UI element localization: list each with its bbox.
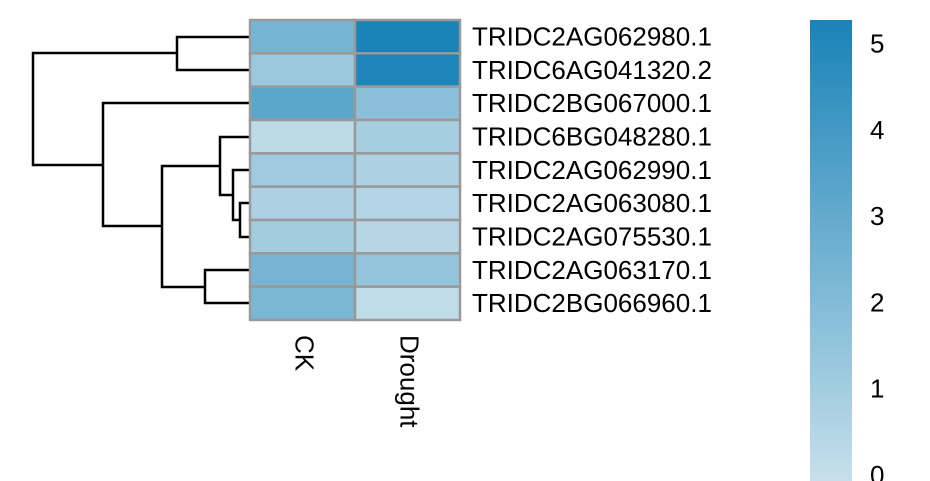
heatmap-cell xyxy=(248,118,357,155)
colorbar-tick-label: 5 xyxy=(870,29,884,59)
heatmap-cell xyxy=(353,185,462,222)
heatmap-cell xyxy=(353,152,462,188)
heatmap-cell xyxy=(248,185,357,222)
row-label: TRIDC2AG063170.1 xyxy=(472,255,712,285)
row-label: TRIDC2AG062990.1 xyxy=(472,155,712,185)
row-label: TRIDC2AG062980.1 xyxy=(472,22,712,52)
row-dendrogram xyxy=(31,35,250,305)
row-label: TRIDC2BG067000.1 xyxy=(472,88,712,118)
colorbar-tick-label: 2 xyxy=(870,287,884,317)
heatmap-cell xyxy=(248,52,357,88)
row-label: TRIDC2AG063080.1 xyxy=(472,188,712,218)
column-label: CK xyxy=(290,335,320,372)
heatmap-cell xyxy=(353,52,462,88)
heatmap-cell xyxy=(248,252,357,288)
column-label: Drought xyxy=(395,335,425,428)
heatmap-cell xyxy=(248,285,357,322)
heatmap-cell xyxy=(353,285,462,322)
row-label: TRIDC6BG048280.1 xyxy=(472,122,712,152)
heatmap-cell xyxy=(353,218,462,255)
row-label: TRIDC2BG066960.1 xyxy=(472,288,712,318)
heatmap-cell xyxy=(248,85,357,122)
heatmap-cell xyxy=(353,85,462,122)
colorbar-tick-label: 4 xyxy=(870,115,884,145)
heatmap-cell xyxy=(248,218,357,255)
heatmap-cell xyxy=(248,152,357,188)
colorbar xyxy=(810,20,852,481)
heatmap-cell xyxy=(353,18,462,55)
colorbar-tick-label: 1 xyxy=(870,374,884,404)
row-label: TRIDC6AG041320.2 xyxy=(472,55,712,85)
heatmap-cell xyxy=(353,118,462,155)
heatmap-cell xyxy=(353,252,462,288)
colorbar-tick-label: 3 xyxy=(870,201,884,231)
row-label: TRIDC2AG075530.1 xyxy=(472,222,712,252)
heatmap-cell xyxy=(248,18,357,55)
colorbar-tick-label: 0 xyxy=(870,460,884,481)
